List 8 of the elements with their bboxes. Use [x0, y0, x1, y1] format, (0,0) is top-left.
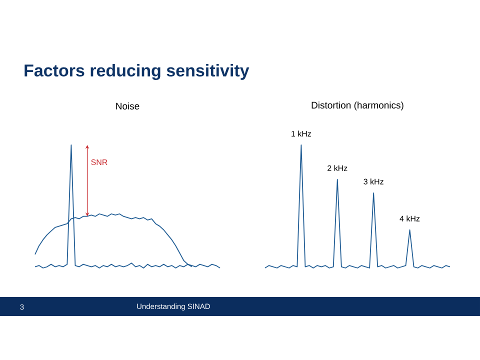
chart-title: Noise [116, 102, 140, 110]
text: Factors reducing sensitivity [24, 64, 250, 80]
annotation: 4 kHz [400, 216, 420, 222]
annotation: 3 kHz [364, 178, 384, 184]
annotation: SNR [91, 159, 108, 166]
chart-title: Distortion (harmonics) [312, 102, 404, 110]
text: 1 kHz [292, 130, 312, 136]
annotation: 2 kHz [328, 165, 348, 171]
